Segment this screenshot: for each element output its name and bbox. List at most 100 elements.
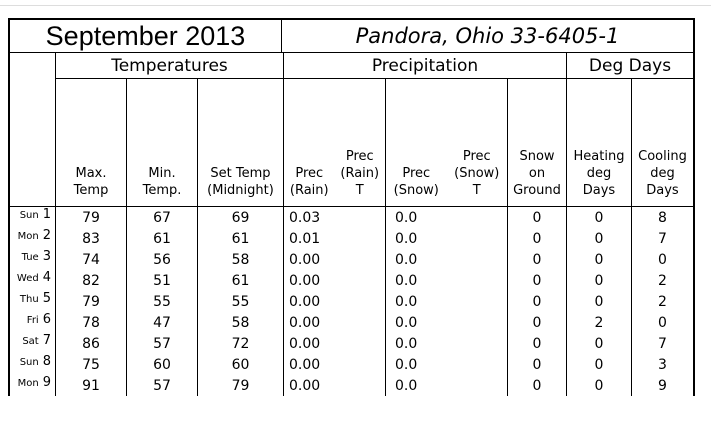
- cell-cooling-deg-days: 0: [658, 314, 667, 331]
- cell-set-temp: 58: [198, 312, 284, 333]
- cell-prec-rain: 0.00: [284, 270, 386, 291]
- table-row: Tue 3 74 56 58 0.00 0.0 0 0 0: [10, 249, 693, 270]
- cell-set-temp: 58: [198, 249, 284, 270]
- cell-day: Sun 8: [10, 354, 56, 375]
- day-number: 2: [42, 228, 51, 243]
- cell-day: Sat 7: [10, 333, 56, 354]
- cell-heating-deg-days: 2: [567, 312, 632, 333]
- cell-set-temp: 55: [198, 291, 284, 312]
- header-prec-snow: Prec (Snow): [393, 166, 439, 198]
- cell-cooling-deg-days: 2: [658, 272, 667, 289]
- cell-min-temp: 61: [127, 228, 198, 249]
- cell-day: Sun 1: [10, 207, 56, 228]
- cell-snow-on-ground: 0: [508, 291, 567, 312]
- cell-heating-deg-days: 0: [567, 270, 632, 291]
- group-header-row: Temperatures Precipitation Deg Days: [56, 53, 693, 79]
- header-prec-snow-group: Prec (Snow) Prec (Snow) T: [386, 79, 508, 206]
- group-precipitation: Precipitation: [284, 53, 567, 78]
- cell-min-temp: 67: [127, 207, 198, 228]
- cell-prec-snow: 0.0: [386, 312, 508, 333]
- group-deg-days: Deg Days: [588, 55, 672, 76]
- cell-min-temp: 57: [127, 333, 198, 354]
- cell-heating-deg-days: 0: [567, 291, 632, 312]
- cell-prec-snow: 0.0: [386, 375, 508, 396]
- cell-cooling-deg-days: 7: [658, 230, 667, 247]
- cell-set-temp: 79: [198, 375, 284, 396]
- cell-snow-on-ground: 0: [508, 312, 567, 333]
- day-name: Sun: [19, 357, 39, 368]
- cell-prec-snow: 0.0: [386, 333, 508, 354]
- cell-set-temp: 60: [198, 354, 284, 375]
- cell-prec-snow: 0.0: [386, 249, 508, 270]
- cell-min-temp: 56: [127, 249, 198, 270]
- table-row: Sat 7 86 57 72 0.00 0.0 0 0 7: [10, 333, 693, 354]
- day-number: 1: [42, 207, 51, 222]
- table-row: Mon 2 83 61 61 0.01 0.0 0 0 7: [10, 228, 693, 249]
- header-cooling-deg-days: Cooling deg Days: [638, 149, 687, 198]
- cell-prec-rain: 0.00: [284, 291, 386, 312]
- cell-prec-snow: 0.0: [386, 291, 508, 312]
- cell-day: Thu 5: [10, 291, 56, 312]
- day-name: Fri: [26, 315, 39, 326]
- cell-snow-on-ground: 0: [508, 375, 567, 396]
- day-number: 8: [42, 354, 51, 369]
- cell-cooling-deg-days: 9: [658, 377, 667, 394]
- cell-prec-rain: 0.01: [284, 228, 386, 249]
- cell-max-temp: 82: [56, 270, 127, 291]
- header-min-temp: Min. Temp.: [127, 79, 198, 206]
- cell-prec-rain: 0.00: [284, 249, 386, 270]
- table-row: Sun 8 75 60 60 0.00 0.0 0 0 3: [10, 354, 693, 375]
- cell-cooling-deg-days: 3: [658, 356, 667, 373]
- cell-min-temp: 60: [127, 354, 198, 375]
- cell-day: Fri 6: [10, 312, 56, 333]
- cell-max-temp: 86: [56, 333, 127, 354]
- day-name: Wed: [16, 273, 39, 284]
- table-header: Temperatures Precipitation Deg Days Max.…: [10, 53, 693, 207]
- cell-prec-snow: 0.0: [386, 270, 508, 291]
- header-prec-rain-t: Prec (Rain) T: [340, 149, 380, 198]
- cell-prec-rain: 0.00: [284, 375, 386, 396]
- cell-snow-on-ground: 0: [508, 207, 567, 228]
- cell-heating-deg-days: 0: [567, 228, 632, 249]
- cell-cooling-deg-days: 2: [658, 293, 667, 310]
- cell-prec-snow: 0.0: [386, 207, 508, 228]
- cell-cooling-deg-days: 8: [658, 209, 667, 226]
- day-name: Tue: [21, 252, 39, 263]
- cell-heating-deg-days: 0: [567, 354, 632, 375]
- day-column-header: [10, 53, 56, 206]
- cell-day: Mon 9: [10, 375, 56, 396]
- cell-snow-on-ground: 0: [508, 270, 567, 291]
- header-prec-snow-t: Prec (Snow) T: [454, 149, 500, 198]
- cell-set-temp: 61: [198, 270, 284, 291]
- page-divider-line: [0, 5, 711, 6]
- day-name: Mon: [17, 378, 39, 389]
- table-row: Thu 5 79 55 55 0.00 0.0 0 0 2: [10, 291, 693, 312]
- group-temperatures: Temperatures: [56, 53, 284, 78]
- day-name: Sun: [19, 210, 39, 221]
- weather-report-table: September 2013 Pandora, Ohio 33-6405-1 T…: [8, 18, 695, 396]
- cell-max-temp: 91: [56, 375, 127, 396]
- header-heating-deg-days: Heating deg Days: [567, 79, 632, 206]
- cell-max-temp: 75: [56, 354, 127, 375]
- cell-heating-deg-days: 0: [567, 375, 632, 396]
- title-row: September 2013 Pandora, Ohio 33-6405-1: [10, 20, 693, 53]
- cell-cooling-deg-days: 0: [658, 251, 667, 268]
- cell-prec-snow: 0.0: [386, 354, 508, 375]
- cell-prec-rain: 0.00: [284, 354, 386, 375]
- cell-prec-rain: 0.00: [284, 312, 386, 333]
- cell-prec-rain: 0.00: [284, 333, 386, 354]
- day-number: 4: [42, 270, 51, 285]
- cell-set-temp: 61: [198, 228, 284, 249]
- cell-max-temp: 79: [56, 207, 127, 228]
- table-body: Sun 1 79 67 69 0.03 0.0 0 0 8 Mon 2 83 6…: [10, 207, 693, 396]
- cell-max-temp: 79: [56, 291, 127, 312]
- day-name: Sat: [22, 336, 39, 347]
- header-set-temp: Set Temp (Midnight): [198, 79, 284, 206]
- column-header-row: Max. Temp Min. Temp. Set Temp (Midnight)…: [56, 79, 693, 206]
- table-row: Sun 1 79 67 69 0.03 0.0 0 0 8: [10, 207, 693, 228]
- cell-max-temp: 74: [56, 249, 127, 270]
- cell-cooling-deg-days: 7: [658, 335, 667, 352]
- cell-min-temp: 55: [127, 291, 198, 312]
- cell-min-temp: 57: [127, 375, 198, 396]
- cell-day: Tue 3: [10, 249, 56, 270]
